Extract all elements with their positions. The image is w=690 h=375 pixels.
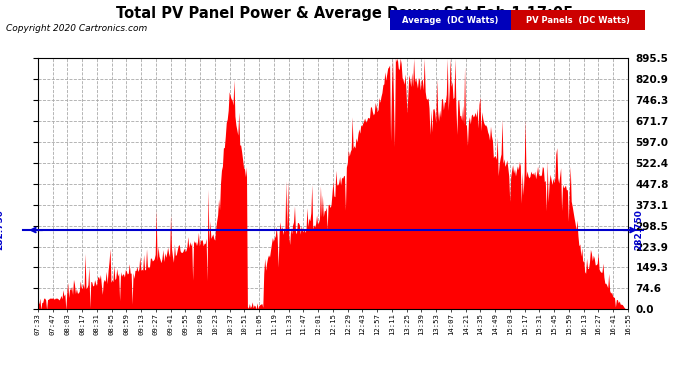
- Text: Copyright 2020 Cartronics.com: Copyright 2020 Cartronics.com: [6, 24, 147, 33]
- Text: Total PV Panel Power & Average Power Sat Feb 1 17:05: Total PV Panel Power & Average Power Sat…: [117, 6, 573, 21]
- Text: 282.750: 282.750: [634, 210, 643, 251]
- Text: 282.750: 282.750: [0, 210, 4, 251]
- Text: Average  (DC Watts): Average (DC Watts): [402, 16, 498, 25]
- Text: PV Panels  (DC Watts): PV Panels (DC Watts): [526, 16, 630, 25]
